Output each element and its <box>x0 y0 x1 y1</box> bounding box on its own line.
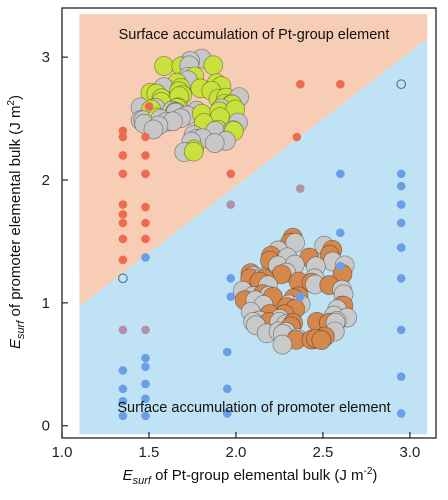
data-point <box>118 169 128 179</box>
data-point <box>336 79 345 89</box>
data-point <box>222 347 232 357</box>
x-axis-text: of Pt-group elemental bulk (J m <box>151 467 364 484</box>
data-point <box>296 292 305 302</box>
data-point <box>396 325 406 335</box>
data-point <box>222 384 232 394</box>
y-tick-label: 0 <box>42 418 50 435</box>
upper-region-label: Surface accumulation of Pt-group element <box>119 27 390 43</box>
x-axis-title: Esurf of Pt-group elemental bulk (J m-2) <box>123 466 378 487</box>
data-point <box>226 200 236 209</box>
data-point <box>336 228 345 238</box>
data-point <box>396 409 406 418</box>
atom-sphere <box>183 141 204 162</box>
data-point <box>144 101 154 111</box>
data-point <box>336 169 345 179</box>
data-point <box>141 151 150 160</box>
data-point <box>296 79 305 89</box>
atom-sphere <box>204 133 225 153</box>
data-point <box>396 181 406 191</box>
atom-sphere <box>203 55 224 76</box>
data-point <box>141 218 150 228</box>
data-point <box>141 325 150 335</box>
x-axis-symbol: E <box>123 467 134 484</box>
data-points <box>117 79 407 421</box>
data-point <box>141 411 150 421</box>
data-point <box>396 243 406 252</box>
data-point <box>296 184 305 193</box>
data-point <box>396 79 407 90</box>
data-point <box>226 273 236 283</box>
data-point <box>292 132 302 142</box>
data-point <box>141 132 150 142</box>
data-point <box>118 218 128 228</box>
x-tick-label: 1.5 <box>139 444 160 461</box>
data-point <box>141 202 150 212</box>
x-axis-superscript: -2 <box>364 466 373 477</box>
atom-sphere <box>311 330 332 350</box>
data-point <box>396 273 406 283</box>
data-point <box>141 353 150 363</box>
data-point <box>396 218 406 228</box>
data-point <box>226 292 236 302</box>
axis-ticks: 1.0 1.5 2.0 2.5 3.0 0 1 2 3 <box>42 49 421 461</box>
data-point <box>118 396 128 406</box>
data-point <box>118 366 128 375</box>
x-axis-close: ) <box>372 467 377 484</box>
y-axis-superscript: 2 <box>6 100 17 106</box>
y-tick-label: 3 <box>42 49 50 66</box>
y-tick-label: 1 <box>42 295 50 312</box>
data-point <box>118 255 128 265</box>
x-axis-subscript: surf <box>133 475 152 487</box>
atom-sphere <box>272 334 293 355</box>
data-point <box>141 169 150 179</box>
data-point <box>118 132 128 142</box>
y-axis-symbol: E <box>7 338 24 349</box>
data-point <box>118 325 128 335</box>
data-point <box>118 411 128 421</box>
x-tick-label: 1.0 <box>52 444 73 461</box>
data-point <box>141 253 150 262</box>
data-point <box>141 362 150 372</box>
pt-surface-nanoparticle-illustration <box>130 48 249 163</box>
x-tick-label: 2.0 <box>226 444 247 461</box>
data-point <box>118 126 128 136</box>
data-point <box>226 169 236 179</box>
data-point <box>222 409 232 418</box>
data-point <box>118 210 128 219</box>
data-point <box>118 200 128 209</box>
data-point <box>141 379 150 389</box>
y-tick-label: 2 <box>42 172 50 189</box>
plot-frame <box>61 7 437 439</box>
y-axis-text: of promoter elemental bulk (J m <box>7 106 24 321</box>
atom-sphere <box>154 56 175 76</box>
data-point <box>336 261 345 271</box>
lower-region-label: Surface accumulation of promoter element <box>117 400 390 416</box>
x-tick-label: 3.0 <box>399 444 420 461</box>
y-axis-title: Esurf of promoter elemental bulk (J m2) <box>6 95 27 349</box>
data-point <box>396 169 406 179</box>
data-point <box>396 372 406 381</box>
data-point <box>118 384 128 394</box>
data-point <box>141 234 150 244</box>
data-point <box>117 273 128 284</box>
x-tick-label: 2.5 <box>313 444 334 461</box>
data-point <box>141 394 150 403</box>
y-axis-subscript: surf <box>15 320 27 339</box>
data-point <box>118 151 128 160</box>
data-point <box>396 200 406 209</box>
data-point <box>118 234 128 244</box>
y-axis-close: ) <box>7 95 24 100</box>
promoter-surface-nanoparticle-illustration <box>232 227 358 355</box>
